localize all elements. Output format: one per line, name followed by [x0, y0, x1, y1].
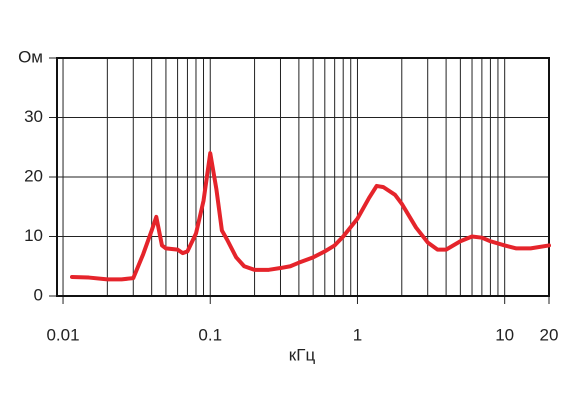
impedance-line — [69, 151, 551, 282]
x-tick-label: 0.1 — [198, 325, 222, 344]
y-tick-label: 20 — [24, 166, 43, 185]
x-tick-label: 1 — [353, 325, 362, 344]
x-tick-label: 20 — [540, 325, 559, 344]
y-tick-label: Ом — [18, 47, 43, 66]
y-tick-label: 0 — [34, 285, 43, 304]
plot-frame — [56, 57, 550, 297]
x-axis-label: кГц — [289, 345, 316, 364]
y-tick-label: 30 — [24, 107, 43, 126]
x-tick-label: 0.01 — [46, 325, 79, 344]
x-tick-label: 10 — [495, 325, 514, 344]
y-tick-label: 10 — [24, 226, 43, 245]
